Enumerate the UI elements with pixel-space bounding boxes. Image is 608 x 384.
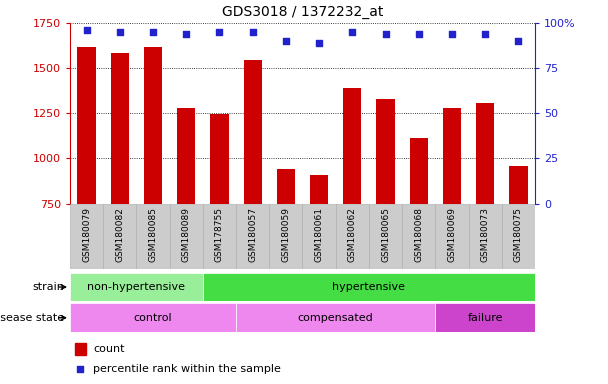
Bar [177, 108, 195, 204]
Text: disease state: disease state [0, 313, 64, 323]
Bar [144, 47, 162, 204]
Point [148, 29, 158, 35]
Bar [443, 108, 461, 204]
Text: GSM180061: GSM180061 [314, 207, 323, 262]
Bar [103, 204, 136, 269]
Point [381, 31, 390, 37]
Point [248, 29, 258, 35]
Bar [70, 204, 103, 269]
Bar [210, 114, 229, 204]
Bar [70, 273, 203, 301]
Point [314, 40, 324, 46]
Text: GSM180075: GSM180075 [514, 207, 523, 262]
Bar [236, 303, 435, 332]
Text: compensated: compensated [298, 313, 373, 323]
Bar [170, 204, 203, 269]
Bar [343, 88, 361, 204]
Point [514, 38, 523, 44]
Point [447, 31, 457, 37]
Bar [277, 169, 295, 204]
Point [81, 27, 91, 33]
Text: GSM180057: GSM180057 [248, 207, 257, 262]
Point [181, 31, 191, 37]
Text: failure: failure [468, 313, 503, 323]
Text: GSM180082: GSM180082 [116, 207, 124, 262]
Text: non-hypertensive: non-hypertensive [88, 282, 185, 292]
Bar [469, 204, 502, 269]
Text: GSM180059: GSM180059 [282, 207, 291, 262]
Point [115, 29, 125, 35]
Point [75, 366, 85, 372]
Text: count: count [93, 344, 125, 354]
Text: GSM180085: GSM180085 [148, 207, 157, 262]
Bar [77, 46, 95, 204]
Bar [336, 204, 369, 269]
Bar [136, 204, 170, 269]
Bar [402, 204, 435, 269]
Text: GSM180062: GSM180062 [348, 207, 357, 262]
Bar [410, 137, 428, 204]
Text: control: control [134, 313, 172, 323]
Bar [75, 343, 86, 355]
Bar [502, 204, 535, 269]
Bar [435, 303, 535, 332]
Bar [302, 204, 336, 269]
Point [480, 31, 490, 37]
Bar [203, 273, 535, 301]
Bar [70, 303, 236, 332]
Text: GSM180079: GSM180079 [82, 207, 91, 262]
Text: GSM178755: GSM178755 [215, 207, 224, 262]
Bar [369, 204, 402, 269]
Bar [310, 175, 328, 204]
Text: GSM180065: GSM180065 [381, 207, 390, 262]
Point [414, 31, 424, 37]
Point [215, 29, 224, 35]
Text: GSM180089: GSM180089 [182, 207, 191, 262]
Point [347, 29, 357, 35]
Bar [510, 166, 528, 204]
Bar [269, 204, 302, 269]
Text: percentile rank within the sample: percentile rank within the sample [93, 364, 281, 374]
Title: GDS3018 / 1372232_at: GDS3018 / 1372232_at [222, 5, 383, 19]
Bar [111, 53, 129, 204]
Bar [476, 103, 494, 204]
Text: GSM180073: GSM180073 [481, 207, 489, 262]
Point [281, 38, 291, 44]
Bar [203, 204, 236, 269]
Bar [376, 99, 395, 204]
Text: hypertensive: hypertensive [333, 282, 406, 292]
Bar [244, 60, 262, 204]
Bar [435, 204, 469, 269]
Bar [236, 204, 269, 269]
Text: GSM180069: GSM180069 [447, 207, 457, 262]
Text: GSM180068: GSM180068 [414, 207, 423, 262]
Text: strain: strain [32, 282, 64, 292]
